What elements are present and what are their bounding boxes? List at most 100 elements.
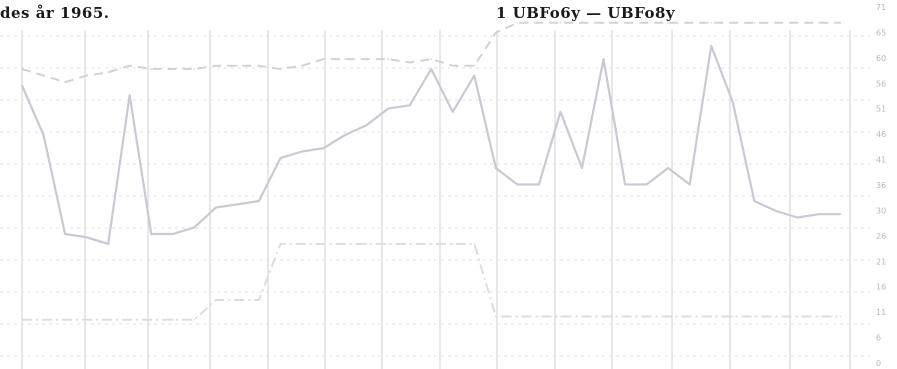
- data-point: [387, 58, 389, 60]
- data-point: [85, 236, 88, 239]
- data-point: [258, 299, 260, 301]
- data-point: [301, 150, 303, 153]
- data-point: [42, 134, 45, 136]
- data-point: [150, 68, 153, 70]
- y-tick-label: 26: [876, 232, 886, 241]
- data-point: [753, 22, 756, 24]
- data-point: [839, 213, 842, 215]
- y-tick-label: 30: [876, 206, 886, 215]
- y-tick-label: 0: [876, 359, 881, 368]
- y-tick-label: 56: [876, 79, 886, 88]
- data-point: [645, 315, 648, 318]
- data-point: [645, 22, 648, 24]
- data-point: [408, 61, 411, 64]
- data-point: [344, 58, 346, 60]
- data-point: [775, 22, 777, 24]
- y-tick-label: 16: [876, 283, 886, 292]
- data-point: [451, 243, 454, 245]
- data-point: [624, 183, 626, 186]
- data-point: [344, 243, 346, 245]
- data-point: [688, 22, 691, 24]
- data-point: [150, 319, 153, 321]
- data-point: [301, 243, 303, 245]
- data-point: [688, 183, 691, 186]
- data-point: [495, 315, 497, 318]
- data-point: [731, 101, 734, 103]
- data-point: [731, 315, 734, 318]
- data-point: [193, 319, 196, 321]
- data-point: [193, 226, 196, 229]
- data-point: [85, 319, 88, 321]
- data-point: [645, 183, 648, 186]
- data-point: [667, 167, 669, 169]
- data-point: [42, 74, 45, 77]
- data-point: [236, 299, 239, 301]
- data-point: [150, 233, 153, 235]
- data-point: [107, 71, 109, 74]
- y-tick-label: 21: [876, 257, 886, 266]
- data-point: [128, 94, 131, 97]
- data-point: [322, 147, 325, 149]
- data-point: [581, 22, 583, 24]
- header-right-text: 1 UBFo6y — UBFo8y: [496, 4, 676, 22]
- data-point: [495, 167, 497, 169]
- data-point: [602, 22, 605, 24]
- data-point: [279, 243, 282, 245]
- data-point: [408, 243, 411, 245]
- y-tick-label: 65: [876, 28, 886, 37]
- series-line-dashdot: [22, 242, 841, 321]
- data-point: [538, 22, 540, 24]
- data-point: [581, 167, 583, 169]
- data-point: [279, 68, 282, 70]
- data-point: [42, 319, 45, 321]
- y-tick-label: 36: [876, 181, 886, 190]
- data-point: [710, 45, 713, 47]
- data-point: [624, 22, 626, 24]
- data-point: [516, 315, 519, 318]
- data-point: [667, 22, 669, 24]
- data-point: [215, 299, 217, 301]
- data-point: [21, 68, 23, 70]
- data-point: [387, 243, 389, 245]
- chart-grid: [0, 30, 870, 369]
- data-point: [322, 58, 325, 60]
- data-point: [602, 315, 605, 318]
- data-point: [107, 243, 109, 245]
- data-point: [171, 319, 174, 321]
- y-tick-label: 51: [876, 105, 886, 114]
- data-point: [322, 243, 325, 245]
- data-point: [64, 233, 66, 235]
- data-point: [839, 315, 842, 318]
- data-point: [710, 22, 713, 24]
- data-point: [258, 200, 260, 202]
- data-point: [236, 64, 239, 67]
- y-tick-label: 71: [876, 3, 886, 12]
- data-point: [128, 64, 131, 67]
- data-point: [753, 200, 756, 202]
- data-point: [516, 22, 519, 24]
- data-point: [710, 315, 713, 318]
- data-point: [796, 216, 799, 219]
- data-point: [796, 315, 799, 318]
- data-point: [279, 157, 282, 159]
- data-point: [21, 84, 23, 87]
- data-point: [688, 315, 691, 318]
- data-point: [430, 58, 433, 60]
- data-point: [581, 315, 583, 318]
- data-point: [559, 315, 562, 318]
- y-tick-label: 11: [876, 308, 886, 317]
- data-point: [516, 183, 519, 186]
- data-point: [64, 81, 66, 83]
- data-point: [473, 74, 476, 77]
- data-point: [667, 315, 669, 318]
- data-point: [64, 319, 66, 321]
- data-point: [365, 58, 368, 60]
- data-point: [473, 243, 476, 245]
- data-point: [258, 64, 260, 67]
- y-tick-label: 6: [876, 334, 881, 343]
- data-point: [193, 68, 196, 70]
- data-point: [301, 64, 303, 67]
- y-tick-label: 60: [876, 54, 886, 63]
